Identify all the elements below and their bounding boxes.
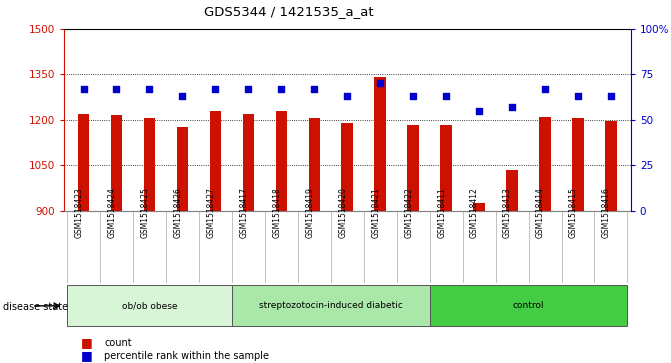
Point — [507, 104, 517, 110]
Point — [111, 86, 122, 92]
Text: GSM1518423: GSM1518423 — [74, 187, 83, 238]
Bar — [276, 111, 287, 211]
Text: GSM1518413: GSM1518413 — [503, 187, 512, 238]
Text: ■: ■ — [81, 349, 93, 362]
Point — [309, 86, 319, 92]
Point — [243, 86, 254, 92]
Bar — [440, 125, 452, 211]
Text: GSM1518417: GSM1518417 — [240, 187, 248, 238]
Point — [539, 86, 550, 92]
Bar — [572, 118, 584, 211]
Text: GSM1518422: GSM1518422 — [404, 187, 413, 238]
Point — [572, 93, 583, 99]
Text: GSM1518427: GSM1518427 — [207, 187, 215, 238]
Text: ob/ob obese: ob/ob obese — [121, 301, 177, 310]
Point — [210, 86, 221, 92]
Point — [276, 86, 287, 92]
Bar — [78, 114, 89, 211]
Text: GSM1518416: GSM1518416 — [602, 187, 611, 238]
Bar — [176, 127, 188, 211]
Text: control: control — [513, 301, 544, 310]
Bar — [507, 170, 518, 211]
Text: GSM1518425: GSM1518425 — [140, 187, 150, 238]
Text: GSM1518414: GSM1518414 — [536, 187, 545, 238]
Text: GSM1518419: GSM1518419 — [305, 187, 314, 238]
Text: GSM1518411: GSM1518411 — [437, 187, 446, 238]
Text: GSM1518418: GSM1518418 — [272, 187, 281, 238]
Bar — [232, 285, 429, 326]
Text: percentile rank within the sample: percentile rank within the sample — [104, 351, 269, 361]
Point — [342, 93, 353, 99]
Text: GSM1518412: GSM1518412 — [470, 187, 479, 238]
Bar — [144, 118, 155, 211]
Point — [408, 93, 419, 99]
Text: GSM1518415: GSM1518415 — [569, 187, 578, 238]
Bar — [473, 203, 485, 211]
Bar — [539, 117, 551, 211]
Text: GSM1518420: GSM1518420 — [338, 187, 348, 238]
Bar — [209, 111, 221, 211]
Point — [144, 86, 155, 92]
Bar — [111, 115, 122, 211]
Text: GSM1518426: GSM1518426 — [173, 187, 183, 238]
Bar — [342, 123, 353, 211]
Bar — [374, 77, 386, 211]
Text: count: count — [104, 338, 132, 348]
Point — [606, 93, 617, 99]
Point — [474, 108, 484, 114]
Point — [375, 81, 386, 86]
Text: GDS5344 / 1421535_a_at: GDS5344 / 1421535_a_at — [204, 5, 373, 19]
Text: GSM1518421: GSM1518421 — [371, 187, 380, 238]
Bar — [605, 121, 617, 211]
Point — [441, 93, 452, 99]
Point — [78, 86, 89, 92]
Point — [177, 93, 188, 99]
Bar — [429, 285, 627, 326]
Text: GSM1518424: GSM1518424 — [107, 187, 117, 238]
Text: streptozotocin-induced diabetic: streptozotocin-induced diabetic — [259, 301, 403, 310]
Bar — [407, 125, 419, 211]
Bar — [243, 114, 254, 211]
Bar — [309, 118, 320, 211]
Text: disease state: disease state — [3, 302, 68, 312]
Text: ■: ■ — [81, 337, 93, 350]
Bar — [67, 285, 232, 326]
